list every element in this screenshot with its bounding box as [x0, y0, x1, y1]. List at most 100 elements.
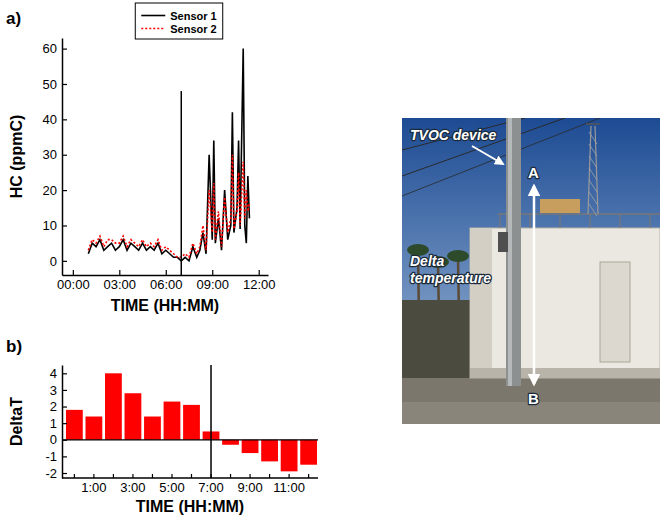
- y-axis: -2-101234: [45, 366, 67, 481]
- railing-post: [559, 214, 560, 228]
- tick: 30: [43, 147, 67, 162]
- tick: [269, 474, 270, 478]
- tick: [74, 474, 75, 478]
- tower-brace: [589, 204, 597, 216]
- tick-mark: [113, 474, 114, 478]
- tick-label: 00:00: [57, 277, 90, 292]
- pole: [506, 118, 521, 386]
- bar: [183, 405, 200, 440]
- photo-label: Deltatemperature: [410, 253, 491, 286]
- tick: -1: [45, 449, 67, 464]
- tick: 50: [43, 77, 67, 92]
- y-axis-title: HC (ppmC): [8, 115, 25, 199]
- legend-label: Sensor 1: [170, 10, 216, 22]
- tick-mark: [62, 373, 67, 374]
- tick: 40: [43, 112, 67, 127]
- tick-label: -1: [45, 449, 57, 464]
- bar: [261, 440, 278, 462]
- railing: [498, 213, 660, 215]
- tick: 0: [50, 254, 67, 269]
- tick: 12:00: [243, 270, 276, 292]
- railing-post: [589, 214, 590, 228]
- tick-mark: [62, 473, 67, 474]
- bar: [85, 417, 102, 440]
- tick-label: 4: [50, 366, 57, 381]
- bar: [242, 440, 259, 453]
- axis-line: [62, 366, 64, 479]
- tick-label: 1: [50, 416, 57, 431]
- power-line: [402, 118, 600, 196]
- tick-mark: [212, 270, 213, 275]
- trailer-door: [600, 262, 630, 362]
- tick: 3: [50, 383, 67, 398]
- ground: [402, 378, 660, 424]
- figure-svg: 00:0003:0006:0009:0012:000102030405060TI…: [0, 0, 665, 524]
- pole-highlight: [508, 118, 512, 386]
- x-axis-title: TIME (HH:MM): [136, 498, 244, 515]
- reference-line: [210, 365, 212, 478]
- tick: 4: [50, 366, 67, 381]
- tick: [230, 474, 231, 478]
- legend-box: [135, 3, 222, 39]
- tower-brace: [589, 192, 597, 204]
- tick-mark: [62, 390, 67, 391]
- photo: [402, 118, 660, 424]
- photo-label: A: [528, 164, 539, 181]
- tick: [191, 474, 192, 478]
- bar: [105, 373, 122, 439]
- bar: [164, 402, 181, 440]
- series-line: [88, 49, 249, 261]
- tick: 0: [50, 432, 67, 447]
- plot-area: [62, 365, 318, 478]
- tick: -2: [45, 466, 67, 481]
- tick: 1: [50, 416, 67, 431]
- tower-brace: [589, 132, 597, 144]
- tick: 1:00: [81, 474, 106, 495]
- tick: 10: [43, 218, 67, 233]
- tick-mark: [62, 423, 67, 424]
- tick-label: 03:00: [104, 277, 137, 292]
- palm-crown: [447, 250, 469, 262]
- tick-label: 0: [50, 254, 57, 269]
- tick-mark: [62, 155, 67, 156]
- x-axis: 1:003:005:007:009:0011:00: [62, 474, 318, 495]
- tick-label: 5:00: [159, 480, 184, 495]
- tick: [113, 474, 114, 478]
- tick-mark: [191, 474, 192, 478]
- tick-label: 09:00: [196, 277, 229, 292]
- tick-label: 0: [50, 432, 57, 447]
- tick-mark: [93, 474, 94, 478]
- tick-mark: [73, 270, 74, 275]
- y-axis-title: DeltaT: [8, 397, 25, 446]
- tick-label: 60: [43, 41, 57, 56]
- power-line: [402, 118, 565, 176]
- annotation-arrow: [533, 186, 536, 384]
- photo-label: B: [528, 390, 539, 407]
- tick-mark: [210, 474, 211, 478]
- photo-label: TVOC device: [410, 127, 497, 143]
- tick: [308, 474, 309, 478]
- tick-label: 7:00: [198, 480, 223, 495]
- railing-post: [649, 214, 650, 228]
- legend-swatch: [141, 28, 165, 30]
- tick: 60: [43, 41, 67, 56]
- tick: 11:00: [273, 474, 305, 495]
- bar: [125, 393, 142, 440]
- tick: 20: [43, 183, 67, 198]
- tower-brace: [589, 144, 597, 156]
- railing-post: [619, 214, 620, 228]
- tick-label: 30: [43, 147, 57, 162]
- tick-label: 9:00: [237, 480, 262, 495]
- tick-mark: [249, 474, 250, 478]
- y-axis: 0 10 20 30 40 50 60: [43, 39, 67, 276]
- tick-mark: [171, 474, 172, 478]
- tick: 9:00: [237, 474, 262, 495]
- tower-brace: [589, 156, 597, 168]
- axis-line: [62, 477, 318, 479]
- tick-mark: [62, 440, 67, 441]
- tick-mark: [62, 190, 67, 191]
- panel-letter: b): [6, 337, 22, 356]
- annotation-arrow: [472, 146, 503, 164]
- railing-post: [529, 214, 530, 228]
- axis-line: [62, 39, 64, 276]
